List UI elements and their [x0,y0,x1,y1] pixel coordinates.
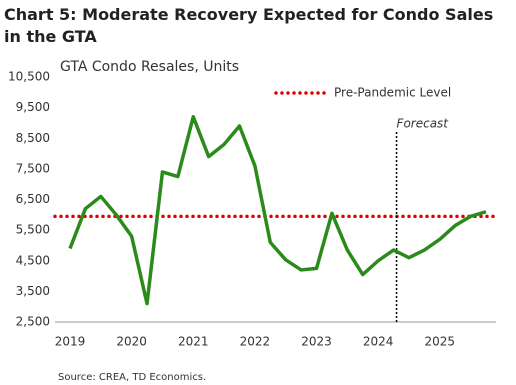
y-tick-label: 7,500 [16,161,50,175]
y-tick-label: 9,500 [16,100,50,114]
forecast-label: Forecast [397,117,450,131]
x-tick-label: 2023 [301,335,332,349]
y-tick-label: 6,500 [16,192,50,206]
y-tick-label: 2,500 [16,315,50,329]
data-line [68,115,487,306]
y-tick-label: 5,500 [16,223,50,237]
y-tick-label: 3,500 [16,284,50,298]
x-tick-label: 2025 [425,335,456,349]
x-tick-label: 2020 [116,335,147,349]
chart-subtitle: GTA Condo Resales, Units [60,59,239,75]
y-tick-label: 4,500 [16,253,50,267]
x-tick-label: 2019 [55,335,86,349]
source-note: Source: CREA, TD Economics. [58,372,206,383]
x-tick-label: 2024 [363,335,394,349]
y-tick-label: 10,500 [8,70,50,84]
x-tick-label: 2021 [178,335,209,349]
legend-label: Pre-Pandemic Level [334,86,451,100]
x-tick-label: 2022 [240,335,271,349]
y-tick-label: 8,500 [16,131,50,145]
chart-title: Chart 5: Moderate Recovery Expected for … [4,5,494,46]
